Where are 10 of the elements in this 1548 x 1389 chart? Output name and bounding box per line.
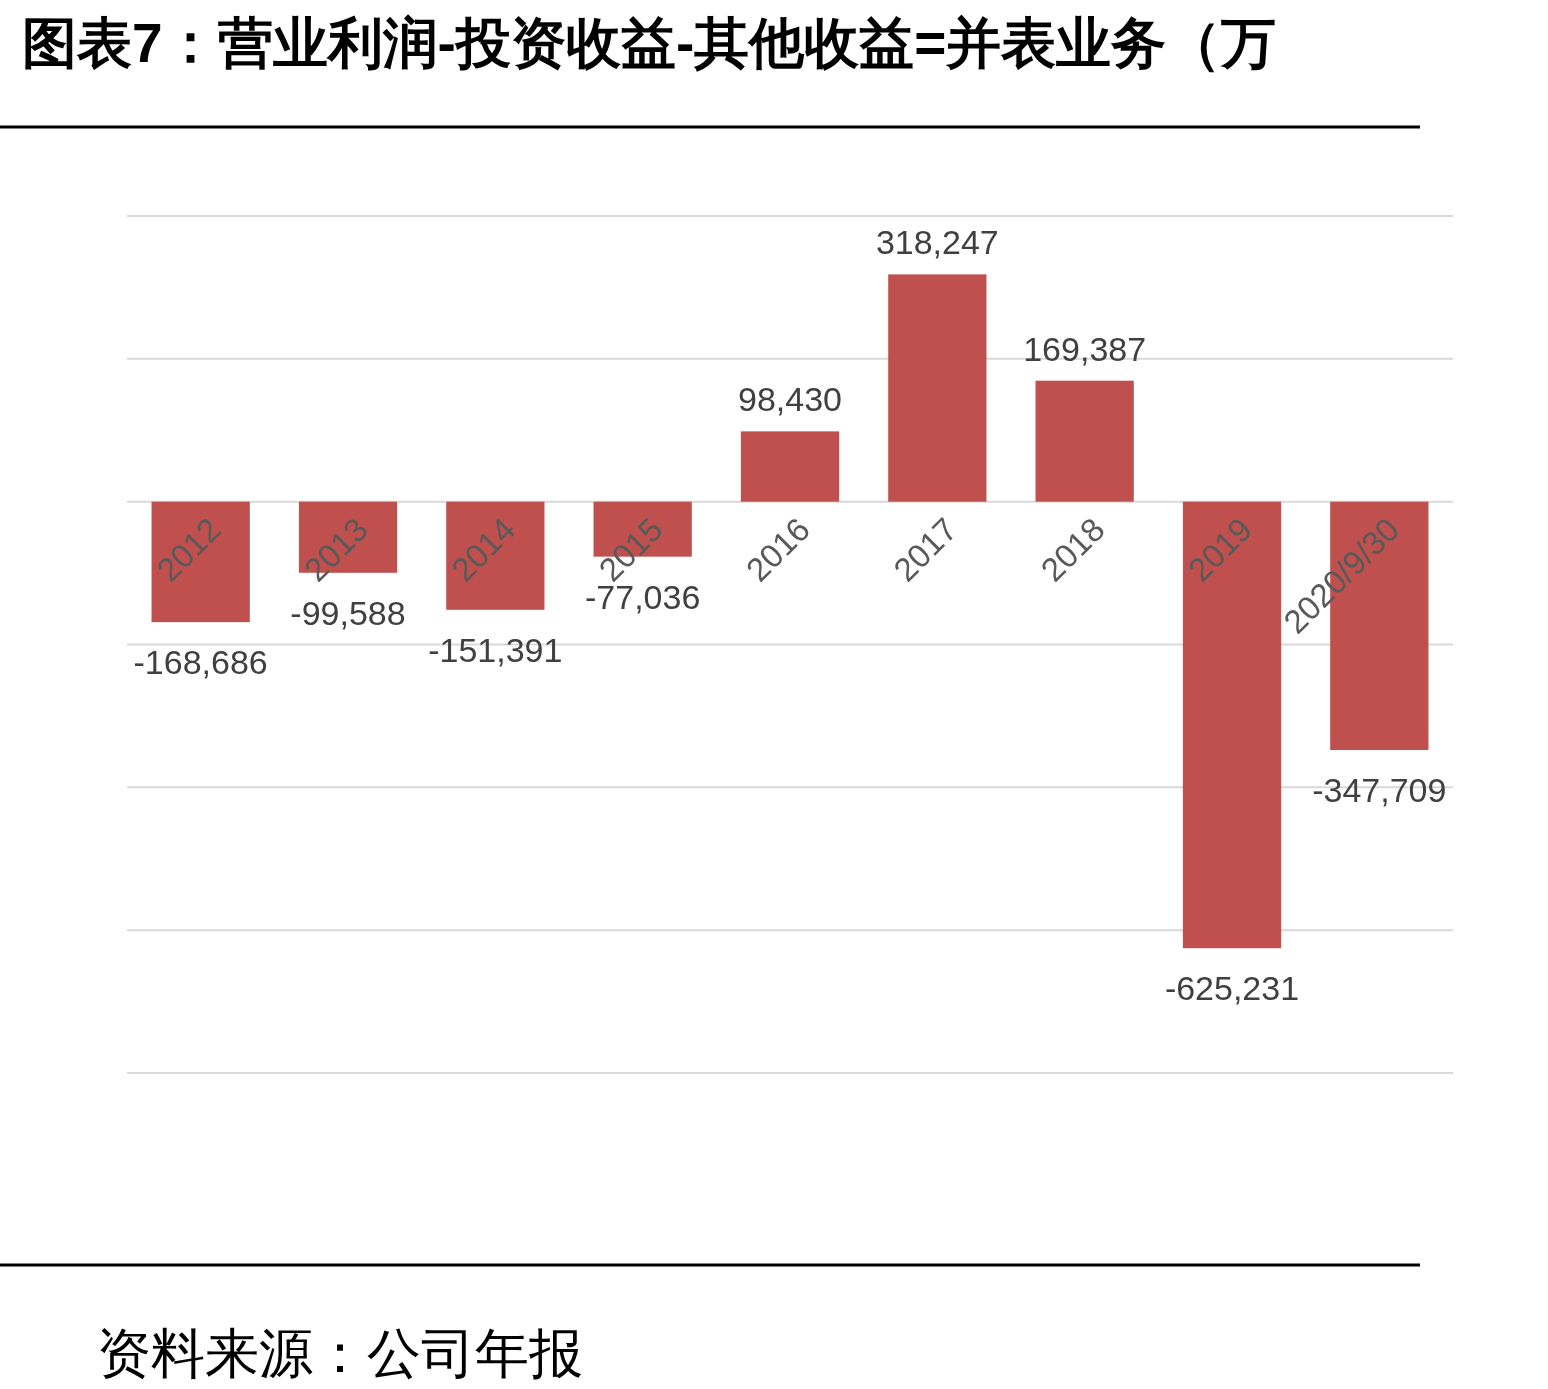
annotation: 资料来源：公司年报 — [97, 1323, 583, 1383]
data-label: 98,430 — [738, 380, 842, 419]
data-label: -99,588 — [290, 593, 406, 632]
title: 图表7：营业利润-投资收益-其他收益=并表业务（万 — [22, 12, 1277, 74]
data-label: -168,686 — [133, 643, 268, 682]
data-label: -625,231 — [1164, 969, 1300, 1008]
data-label: 169,387 — [1023, 329, 1147, 368]
data-label: 318,247 — [875, 223, 999, 262]
data-label: -151,391 — [428, 630, 563, 669]
data-label: -347,709 — [1312, 771, 1447, 809]
